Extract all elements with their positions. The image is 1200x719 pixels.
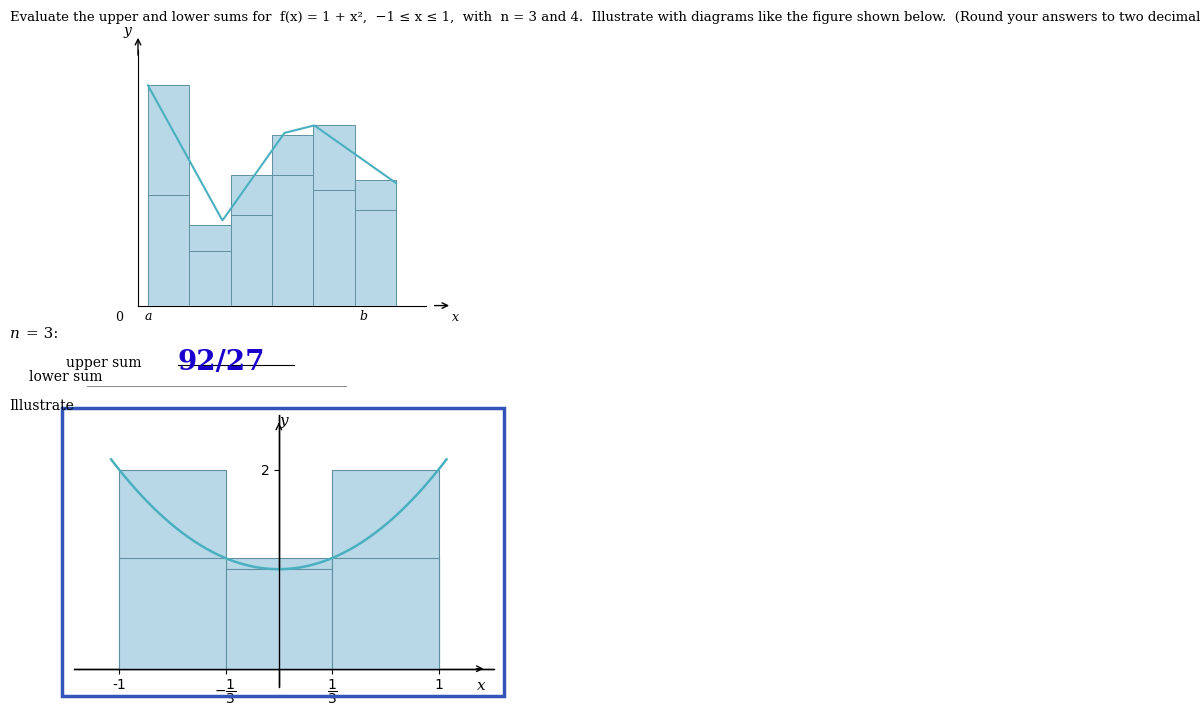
- Text: x: x: [452, 311, 458, 324]
- Bar: [190, 250, 230, 306]
- Bar: [119, 558, 226, 669]
- Text: y: y: [124, 24, 132, 37]
- Bar: [148, 86, 190, 306]
- Text: n: n: [10, 327, 19, 341]
- Bar: [313, 125, 355, 306]
- Bar: [332, 558, 438, 669]
- Text: = 3:: = 3:: [26, 327, 59, 341]
- Text: 0: 0: [115, 311, 122, 324]
- Text: lower sum: lower sum: [29, 370, 102, 384]
- Text: Evaluate the upper and lower sums for  f(x) = 1 + x²,  −1 ≤ x ≤ 1,  with  n = 3 : Evaluate the upper and lower sums for f(…: [10, 11, 1200, 24]
- Bar: [148, 196, 190, 306]
- Bar: [355, 211, 396, 306]
- Bar: [119, 470, 226, 669]
- Bar: [226, 558, 332, 669]
- Bar: [230, 175, 272, 306]
- Bar: [332, 470, 438, 669]
- Bar: [272, 175, 313, 306]
- Text: upper sum: upper sum: [66, 356, 142, 370]
- Bar: [272, 135, 313, 306]
- Text: Illustrate: Illustrate: [10, 399, 74, 413]
- Bar: [230, 216, 272, 306]
- Text: y: y: [280, 414, 288, 428]
- Text: x: x: [478, 679, 486, 692]
- Bar: [355, 180, 396, 306]
- Bar: [313, 191, 355, 306]
- Text: 92/27: 92/27: [178, 349, 265, 376]
- Bar: [226, 569, 332, 669]
- Bar: [190, 226, 230, 306]
